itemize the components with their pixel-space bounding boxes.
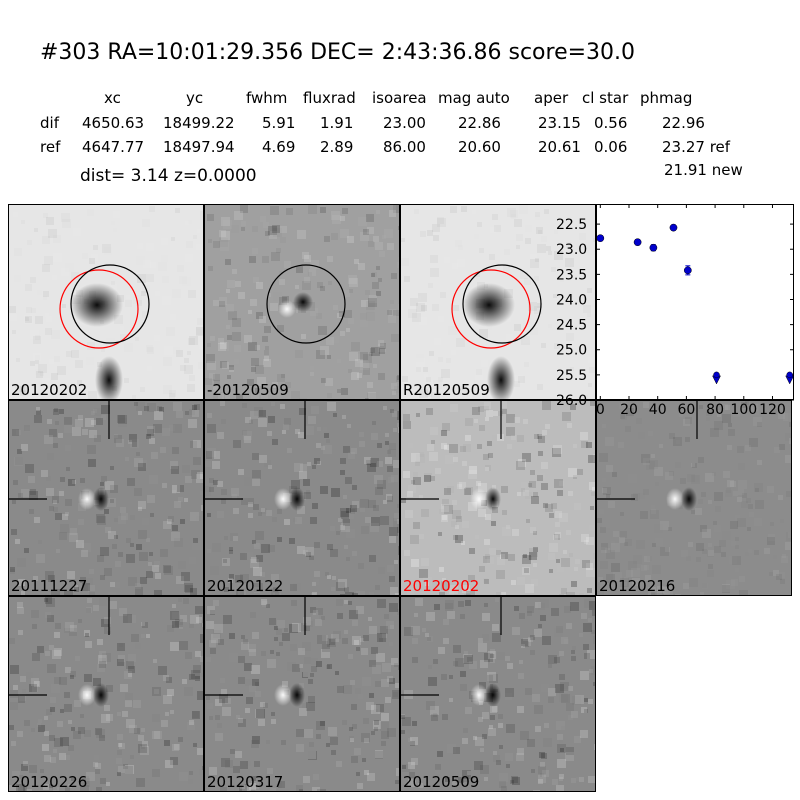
column-header: cl star [582, 89, 629, 107]
data-point [649, 243, 658, 252]
x-tick-label: 40 [649, 402, 667, 418]
column-header: yc [186, 89, 204, 107]
data-point [683, 266, 692, 275]
table-cell: 23.15 [538, 114, 581, 132]
stamp-image [205, 597, 399, 791]
upper-limit-point [786, 371, 793, 379]
stamp-date-label: R20120509 [403, 381, 490, 399]
stamp-date-label: 20120317 [207, 773, 284, 791]
table-cell: 18499.22 [163, 114, 235, 132]
image-stamp: 20111227 [8, 400, 204, 596]
data-point [633, 238, 642, 247]
column-header: mag auto [438, 89, 510, 107]
table-cell: 0.06 [594, 138, 628, 156]
stamp-image [205, 205, 399, 399]
stamp-image [205, 401, 399, 595]
column-header: isoarea [372, 89, 427, 107]
y-tick-label: 24.5 [556, 318, 587, 334]
stamp-image [401, 597, 595, 791]
y-tick-label: 26.0 [556, 393, 587, 409]
y-tick-label: 22.5 [556, 217, 587, 233]
stamp-image [401, 205, 595, 399]
x-tick-label: 0 [596, 402, 605, 418]
image-stamp: R20120509 [400, 204, 596, 400]
column-header: fwhm [246, 89, 288, 107]
table-cell: 4650.63 [82, 114, 145, 132]
stamp-image [9, 401, 203, 595]
table-cell: 22.86 [458, 114, 501, 132]
image-stamp: -20120509 [204, 204, 400, 400]
y-tick-label: 24.0 [556, 292, 587, 308]
x-tick-label: 60 [677, 402, 695, 418]
table-cell: 20.61 [538, 138, 581, 156]
stamp-date-label: 20120202 [11, 381, 88, 399]
table-cell: 23.00 [383, 114, 426, 132]
light-curve-chart: 22.5 23.0 23.5 24.0 24.5 25.0 25.5 26.0 0 20 40 60 8… [556, 204, 795, 418]
column-header: fluxrad [303, 89, 356, 107]
table-cell: 2.89 [320, 138, 354, 156]
stamp-date-label: 20120226 [11, 773, 88, 791]
data-point [669, 223, 678, 232]
data-point [596, 234, 605, 243]
stamp-date-label: 20120509 [403, 773, 480, 791]
image-stamp: 20120122 [204, 400, 400, 596]
stamp-image [9, 205, 203, 399]
y-tick-label: 23.5 [556, 267, 587, 283]
table-cell: 86.00 [383, 138, 426, 156]
table-cell: 22.96 [662, 114, 705, 132]
table-cell: 5.91 [262, 114, 296, 132]
candidate-title: #303 RA=10:01:29.356 DEC= 2:43:36.86 sco… [40, 40, 636, 65]
image-stamp: 20120226 [8, 596, 204, 792]
column-header: aper [534, 89, 569, 107]
image-stamp: 20120202 [8, 204, 204, 400]
stamp-date-label: 20111227 [11, 577, 88, 595]
image-stamp: 20120202 [400, 400, 596, 596]
new-magnitude: 21.91 new [664, 161, 743, 179]
stamp-date-label: 20120202 [403, 577, 480, 595]
x-tick-label: 20 [620, 402, 638, 418]
row-label: ref [40, 138, 61, 156]
y-tick-label: 23.0 [556, 242, 587, 258]
y-tick-label: 25.5 [556, 368, 587, 384]
distance-redshift-line: dist= 3.14 z=0.0000 [80, 166, 257, 186]
table-cell: 4.69 [262, 138, 296, 156]
table-cell: 4647.77 [82, 138, 145, 156]
table-cell: 18497.94 [163, 138, 235, 156]
x-tick-label: 100 [730, 402, 757, 418]
stamp-date-label: 20120216 [599, 577, 676, 595]
x-tick-label: 120 [759, 402, 786, 418]
column-header: xc [104, 89, 121, 107]
stamp-image [597, 401, 791, 595]
row-label: dif [40, 114, 59, 132]
x-tick-label: 80 [706, 402, 724, 418]
stamp-image [9, 597, 203, 791]
table-cell: 23.27 ref [662, 138, 731, 156]
upper-limit-point [713, 371, 720, 379]
stamp-date-label: -20120509 [207, 381, 289, 399]
image-stamp: 20120509 [400, 596, 596, 792]
plot-frame [596, 204, 794, 400]
image-stamp: 20120317 [204, 596, 400, 792]
y-tick-label: 25.0 [556, 343, 587, 359]
image-stamp: 20120216 [596, 400, 792, 596]
table-cell: 0.56 [594, 114, 628, 132]
column-header: phmag [640, 89, 693, 107]
stamp-date-label: 20120122 [207, 577, 284, 595]
stamp-image [401, 401, 595, 595]
table-cell: 20.60 [458, 138, 501, 156]
table-cell: 1.91 [320, 114, 354, 132]
